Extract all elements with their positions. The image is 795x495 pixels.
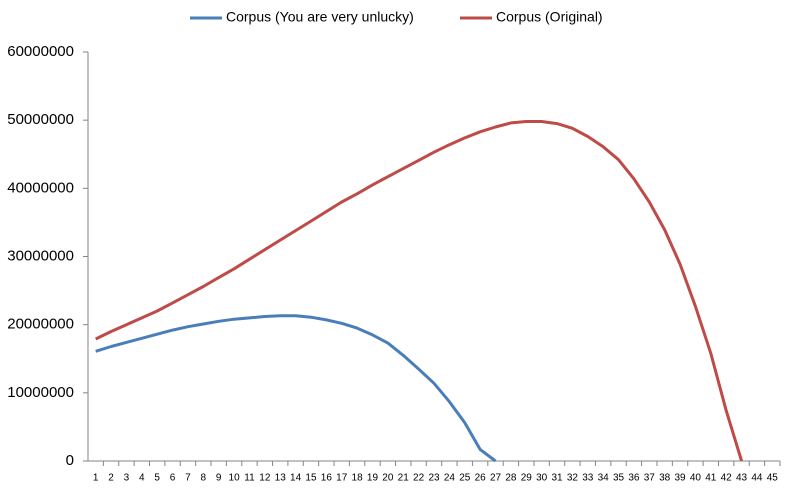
x-tick-label: 4 — [139, 473, 145, 484]
x-tick-label: 25 — [459, 473, 471, 484]
x-tick-label: 22 — [413, 473, 425, 484]
x-tick-label: 8 — [201, 473, 207, 484]
x-tick-label: 19 — [367, 473, 379, 484]
x-tick-label: 30 — [536, 473, 548, 484]
x-tick-label: 36 — [628, 473, 640, 484]
x-tick-label: 9 — [216, 473, 222, 484]
x-tick-label: 6 — [170, 473, 176, 484]
legend-label: Corpus (Original) — [496, 9, 603, 25]
x-tick-label: 18 — [352, 473, 364, 484]
x-tick-label: 26 — [475, 473, 487, 484]
x-tick-label: 31 — [551, 473, 563, 484]
x-tick-label: 37 — [644, 473, 656, 484]
x-tick-label: 11 — [244, 473, 255, 484]
x-tick-label: 14 — [290, 473, 302, 484]
x-tick-label: 38 — [659, 473, 671, 484]
x-tick-label: 20 — [382, 473, 394, 484]
x-tick-label: 12 — [259, 473, 271, 484]
x-tick-label: 10 — [229, 473, 241, 484]
x-tick-label: 24 — [444, 473, 456, 484]
x-tick-label: 21 — [398, 473, 410, 484]
x-tick-label: 2 — [108, 473, 114, 484]
x-tick-label: 33 — [582, 473, 594, 484]
y-tick-label: 0 — [66, 452, 74, 469]
x-tick-label: 1 — [93, 473, 99, 484]
x-tick-label: 44 — [751, 473, 763, 484]
x-tick-label: 13 — [275, 473, 287, 484]
y-tick-label: 10000000 — [7, 384, 74, 401]
x-tick-label: 23 — [428, 473, 440, 484]
x-tick-label: 16 — [321, 473, 333, 484]
x-tick-label: 29 — [521, 473, 533, 484]
x-tick-label: 15 — [305, 473, 317, 484]
y-tick-label: 40000000 — [7, 179, 74, 196]
x-tick-label: 43 — [736, 473, 748, 484]
y-tick-label: 30000000 — [7, 247, 74, 264]
x-tick-label: 42 — [721, 473, 733, 484]
series-line — [95, 120, 744, 462]
x-tick-label: 17 — [336, 473, 348, 484]
x-tick-label: 34 — [598, 473, 610, 484]
x-tick-label: 7 — [185, 473, 191, 484]
x-tick-label: 5 — [154, 473, 160, 484]
x-tick-label: 39 — [674, 473, 686, 484]
x-tick-label: 3 — [124, 473, 130, 484]
legend-label: Corpus (You are very unlucky) — [226, 9, 414, 25]
x-tick-label: 27 — [490, 473, 502, 484]
x-tick-label: 41 — [705, 473, 717, 484]
x-tick-label: 28 — [505, 473, 517, 484]
x-tick-label: 45 — [767, 473, 779, 484]
y-tick-label: 20000000 — [7, 316, 74, 333]
x-tick-label: 35 — [613, 473, 625, 484]
y-tick-label: 60000000 — [7, 43, 74, 60]
y-tick-label: 50000000 — [7, 111, 74, 128]
x-tick-label: 32 — [567, 473, 579, 484]
x-tick-label: 40 — [690, 473, 702, 484]
series-line — [95, 314, 497, 463]
